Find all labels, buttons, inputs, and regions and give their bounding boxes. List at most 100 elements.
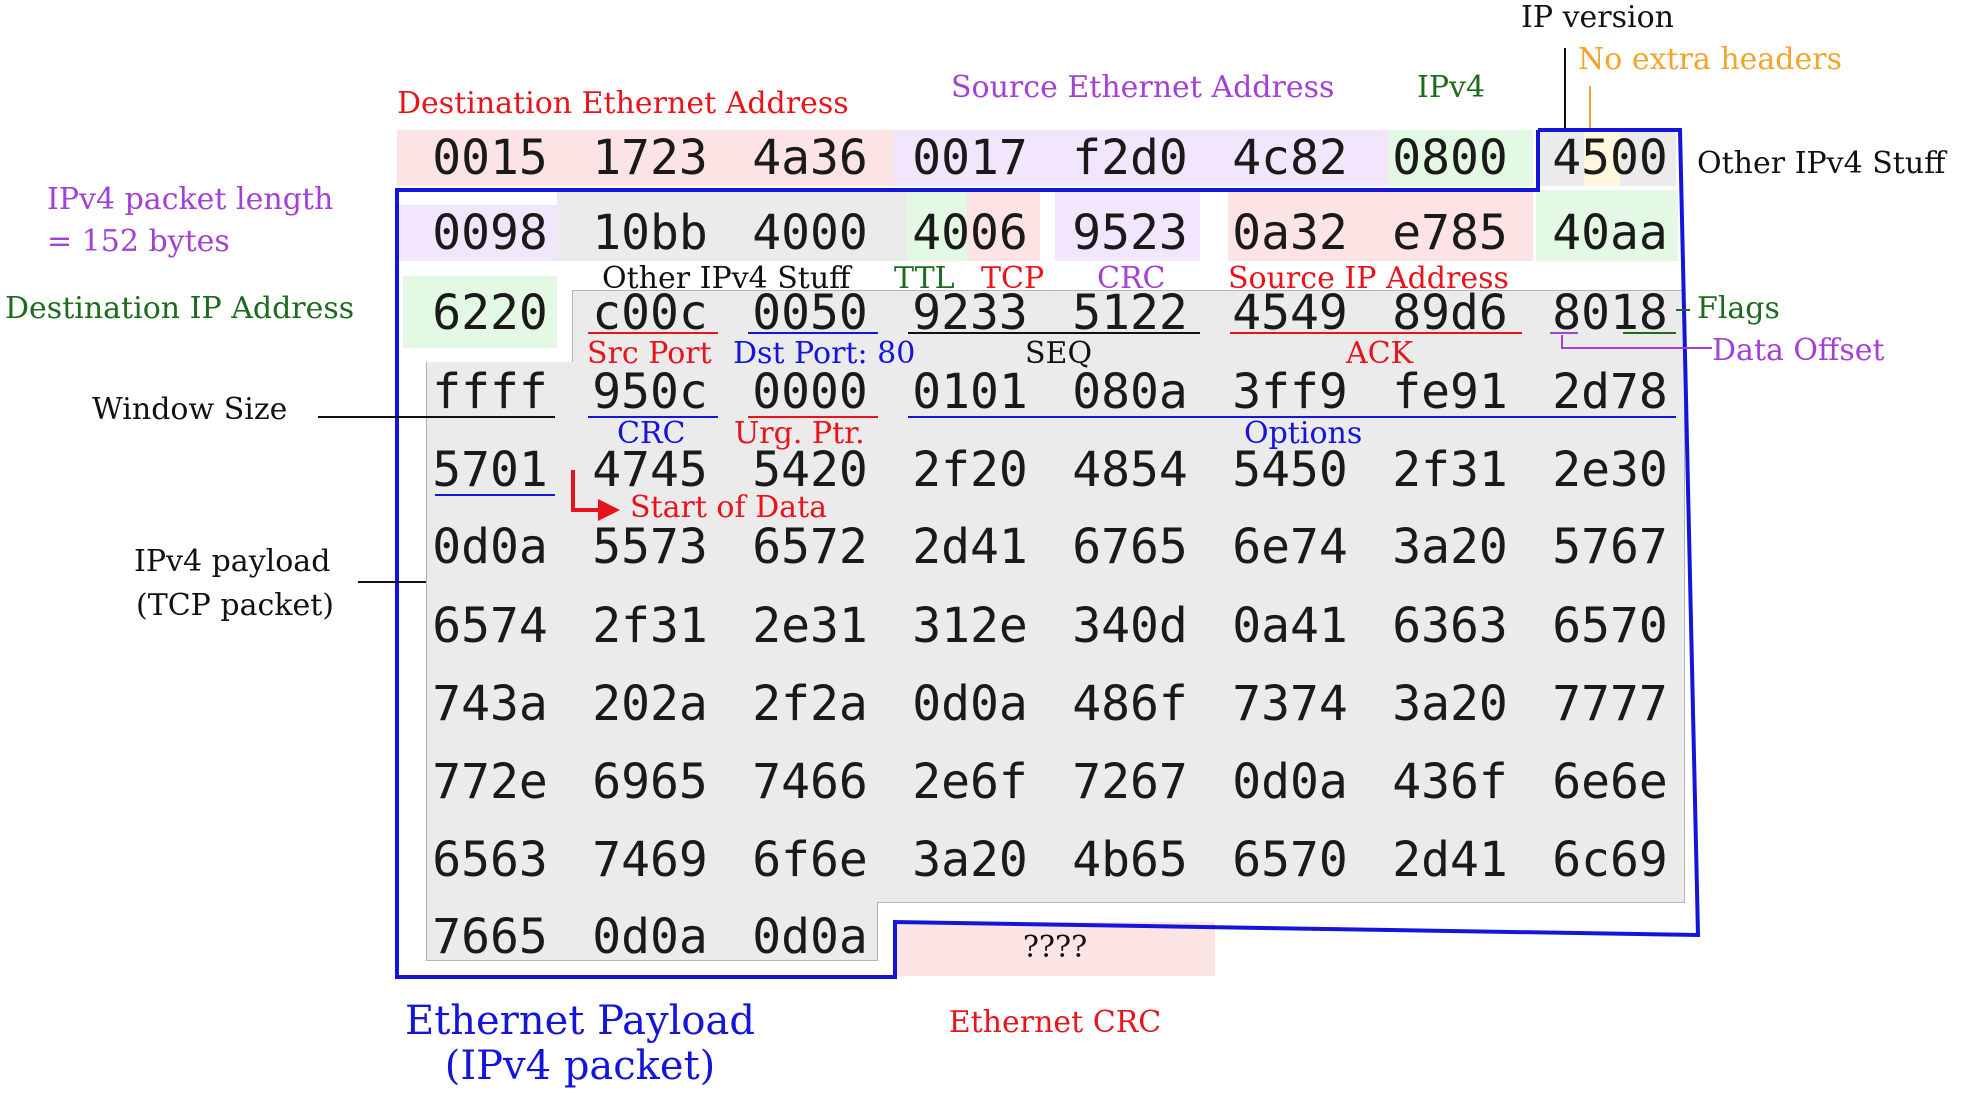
hex-word: 2e31 [752,598,868,654]
label-other-ipv4-mid: Other IPv4 Stuff [602,261,851,296]
hex-word: 4500 [1552,130,1668,186]
hex-word: 6e74 [1232,519,1348,575]
hex-word: 6570 [1232,832,1348,888]
hex-word: 5450 [1232,442,1348,498]
hex-word: 6563 [432,832,548,888]
hex-word: 4006 [912,205,1028,261]
bg-tcp-tail [426,902,878,961]
hex-word: 2f2a [752,676,868,732]
label-options: Options [1244,416,1363,451]
hex-word: 8018 [1552,285,1668,341]
hex-word: 7469 [592,832,708,888]
hex-word: 4a36 [752,130,868,186]
hex-word: 2e30 [1552,442,1668,498]
label-window-size: Window Size [92,392,288,427]
bg-ttl [907,190,967,261]
hex-word: 3ff9 [1232,364,1348,420]
hex-word: 6570 [1552,598,1668,654]
bg-ip-crc [1055,190,1200,261]
bg-tcp-body [426,362,1685,903]
hex-word: 5573 [592,519,708,575]
hex-word: 9523 [1072,205,1188,261]
hex-word: 202a [592,676,708,732]
hex-word: 6965 [592,754,708,810]
bg-tos [1620,130,1676,186]
hex-word: 4000 [752,205,868,261]
bg-ethernet-crc [895,922,1215,976]
hex-word: 5767 [1552,519,1668,575]
hex-word: 0015 [432,130,548,186]
label-payload-2: (TCP packet) [136,588,334,623]
bg-ipv4-length [397,205,557,261]
label-flags: Flags [1697,291,1780,326]
label-ethernet-payload-2: (IPv4 packet) [444,1043,716,1089]
hex-word: 436f [1392,754,1508,810]
hex-word: 0d0a [432,519,548,575]
start-of-data-arrow [571,470,600,512]
hex-word: 5122 [1072,285,1188,341]
label-dest-ip: Destination IP Address [5,291,355,326]
hex-word: 4854 [1072,442,1188,498]
hex-word: 0a41 [1232,598,1348,654]
hex-word: 0800 [1392,130,1508,186]
label-source-ethernet: Source Ethernet Address [951,70,1335,105]
hex-word: 6363 [1392,598,1508,654]
label-tcp-proto: TCP [981,261,1045,296]
label-ipv4-length-1: IPv4 packet length [47,182,334,217]
hex-word: 1723 [592,130,708,186]
bg-ihl [1584,130,1620,186]
bg-ethertype [1389,130,1533,186]
hex-word: 0a32 [1232,205,1348,261]
hex-word: 0d0a [752,909,868,965]
hex-word: 7777 [1552,676,1668,732]
hex-word: 9233 [912,285,1028,341]
hex-word: 0098 [432,205,548,261]
hex-word: 3a20 [1392,676,1508,732]
bg-tcp-upper [572,290,1684,363]
hex-word: 40aa [1552,205,1668,261]
hex-word: e785 [1392,205,1508,261]
hex-word: 89d6 [1392,285,1508,341]
hex-word: 0000 [752,364,868,420]
hex-word: 4745 [592,442,708,498]
label-ethernet-payload-1: Ethernet Payload [405,998,755,1044]
hex-word: 6220 [432,285,548,341]
hex-word: 6572 [752,519,868,575]
hex-word: 6f6e [752,832,868,888]
hex-word: 7466 [752,754,868,810]
hex-word: 080a [1072,364,1188,420]
label-seq: SEQ [1025,336,1093,371]
hex-word: 3a20 [912,832,1028,888]
label-other-ipv4-right: Other IPv4 Stuff [1697,146,1946,181]
hex-word: 2f20 [912,442,1028,498]
label-ip-crc: CRC [1097,261,1166,296]
hex-word: 2f31 [1392,442,1508,498]
hex-word: 4c82 [1232,130,1348,186]
label-payload-1: IPv4 payload [134,544,331,579]
start-of-data-arrowhead [598,499,620,521]
bg-proto [967,190,1040,261]
hex-word: 950c [592,364,708,420]
hex-word: 2d41 [1392,832,1508,888]
hex-word: fe91 [1392,364,1508,420]
bg-src-ip [1228,190,1533,261]
label-no-extra-headers: No extra headers [1578,42,1842,77]
hex-word: 0d0a [1232,754,1348,810]
label-ttl: TTL [894,261,955,296]
ethernet-payload-outline [395,128,1701,979]
hex-word: 4549 [1232,285,1348,341]
hex-word: f2d0 [1072,130,1188,186]
hex-word: 10bb [592,205,708,261]
hex-word: 7374 [1232,676,1348,732]
hex-word: 7665 [432,909,548,965]
hex-word: ffff [432,364,548,420]
hex-word: 340d [1072,598,1188,654]
hex-word: 0d0a [592,909,708,965]
hex-word: 2e6f [912,754,1028,810]
hex-word: 2d78 [1552,364,1668,420]
hex-word: 0017 [912,130,1028,186]
hex-word: 6c69 [1552,832,1668,888]
data-offset-pointer [1561,335,1712,349]
